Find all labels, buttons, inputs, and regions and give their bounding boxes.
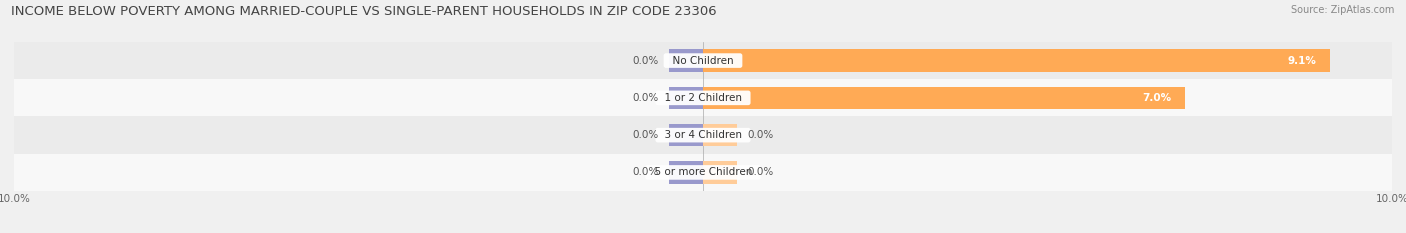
Bar <box>14 79 1392 116</box>
Bar <box>14 116 1392 154</box>
Text: 3 or 4 Children: 3 or 4 Children <box>658 130 748 140</box>
Text: 0.0%: 0.0% <box>631 168 658 177</box>
Bar <box>703 161 738 184</box>
Text: 0.0%: 0.0% <box>631 56 658 65</box>
Bar <box>669 124 703 146</box>
Text: 0.0%: 0.0% <box>748 130 775 140</box>
Text: 9.1%: 9.1% <box>1288 56 1316 65</box>
Bar <box>669 49 703 72</box>
Bar <box>14 42 1392 79</box>
Bar <box>703 49 1330 72</box>
Bar <box>669 161 703 184</box>
Text: INCOME BELOW POVERTY AMONG MARRIED-COUPLE VS SINGLE-PARENT HOUSEHOLDS IN ZIP COD: INCOME BELOW POVERTY AMONG MARRIED-COUPL… <box>11 5 717 18</box>
Text: No Children: No Children <box>666 56 740 65</box>
Bar <box>14 154 1392 191</box>
Bar <box>669 87 703 109</box>
Text: 0.0%: 0.0% <box>631 130 658 140</box>
Text: 0.0%: 0.0% <box>631 93 658 103</box>
Text: 1 or 2 Children: 1 or 2 Children <box>658 93 748 103</box>
Text: 0.0%: 0.0% <box>748 168 775 177</box>
Bar <box>703 87 1185 109</box>
Bar <box>703 124 738 146</box>
Text: Source: ZipAtlas.com: Source: ZipAtlas.com <box>1291 5 1395 15</box>
Text: 7.0%: 7.0% <box>1142 93 1171 103</box>
Text: 5 or more Children: 5 or more Children <box>648 168 758 177</box>
